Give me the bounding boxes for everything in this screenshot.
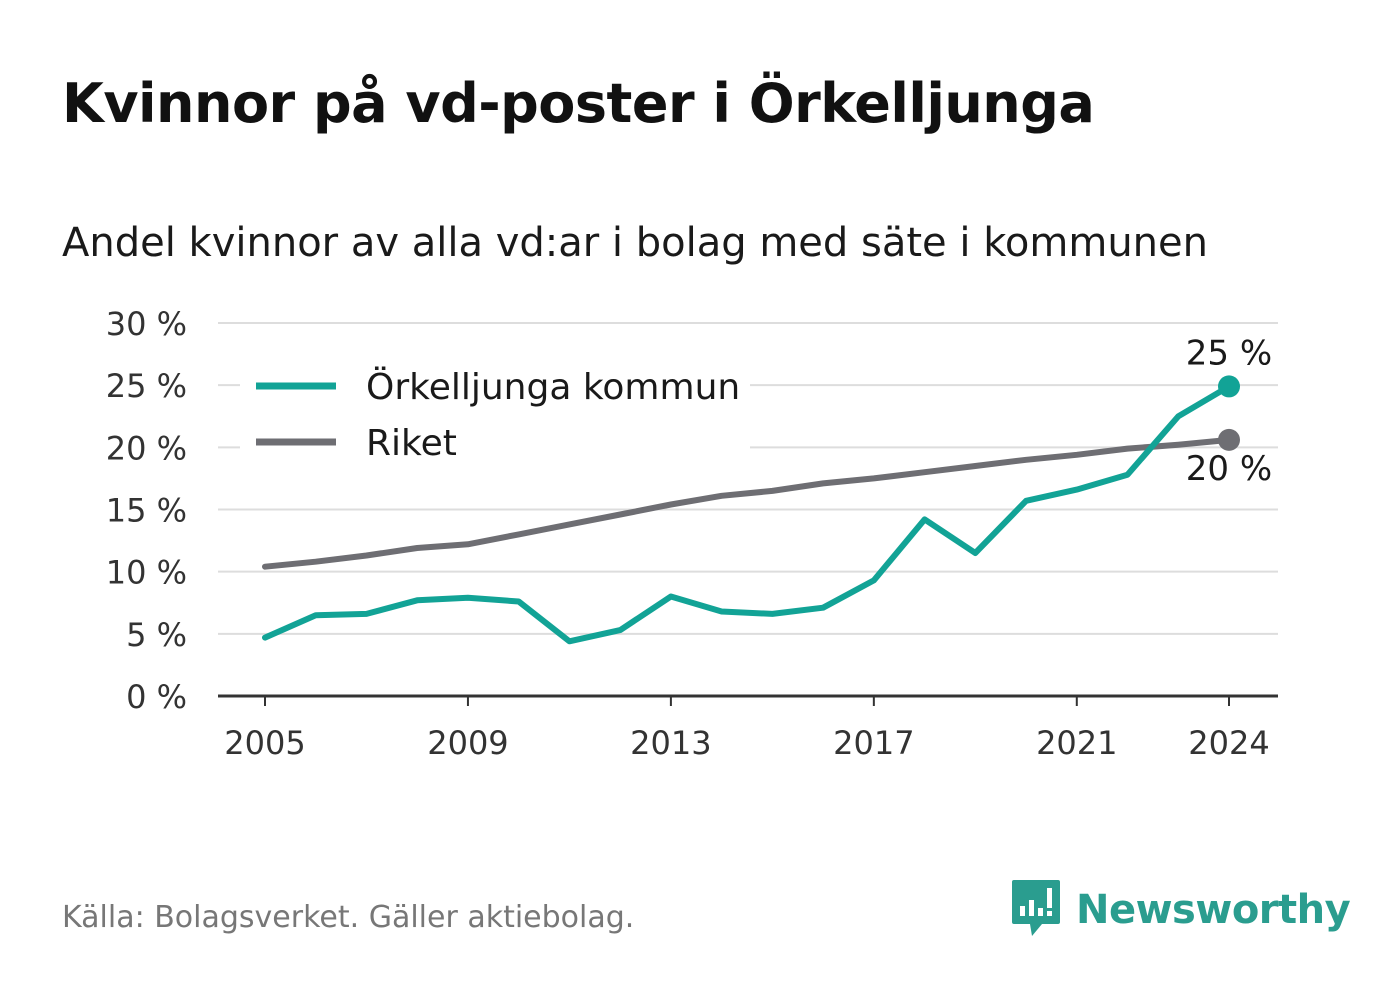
brand-name: Newsworthy <box>1076 887 1351 933</box>
data-labels: 25 % 20 % <box>1186 333 1272 488</box>
y-tick-label: 25 % <box>106 367 187 405</box>
legend-label: Örkelljunga kommun <box>366 366 740 408</box>
newsworthy-logo-icon <box>1010 878 1062 942</box>
series-end-point <box>1218 375 1240 398</box>
y-tick-label: 0 % <box>126 678 187 716</box>
line-chart: 0 % 5 % 10 % 15 % 20 % 25 % 30 % 2005 2009 2013 20… <box>106 305 1278 762</box>
y-tick-label: 30 % <box>106 305 187 343</box>
legend-label: Riket <box>366 423 457 464</box>
chart-title: Kvinnor på vd-poster i Örkelljunga <box>62 72 1095 135</box>
x-tick-label: 2021 <box>1036 724 1117 762</box>
series-lines <box>262 375 1240 645</box>
y-tick-label: 5 % <box>126 616 187 654</box>
end-data-label: 25 % <box>1186 333 1272 373</box>
x-tick-label: 2024 <box>1188 724 1269 762</box>
x-tick-label: 2013 <box>630 724 711 762</box>
x-tick-label: 2009 <box>427 724 508 762</box>
series-line <box>262 436 1232 570</box>
y-tick-label: 15 % <box>106 492 187 530</box>
brand[interactable]: Newsworthy <box>1010 878 1351 942</box>
legend-background <box>240 355 750 473</box>
end-data-label: 20 % <box>1186 449 1272 489</box>
x-tick-label: 2017 <box>833 724 914 762</box>
source-note: Källa: Bolagsverket. Gäller aktiebolag. <box>62 900 635 935</box>
y-tick-label: 10 % <box>106 554 187 592</box>
series-end-point <box>1218 428 1240 451</box>
y-tick-label: 20 % <box>106 429 187 467</box>
x-tick-label: 2005 <box>224 724 305 762</box>
series-line <box>262 383 1232 645</box>
axes: 0 % 5 % 10 % 15 % 20 % 25 % 30 % 2005 2009 2013 20… <box>106 305 1278 762</box>
chart-subtitle: Andel kvinnor av alla vd:ar i bolag med … <box>62 220 1208 266</box>
legend: Örkelljunga kommun Riket <box>240 355 750 473</box>
